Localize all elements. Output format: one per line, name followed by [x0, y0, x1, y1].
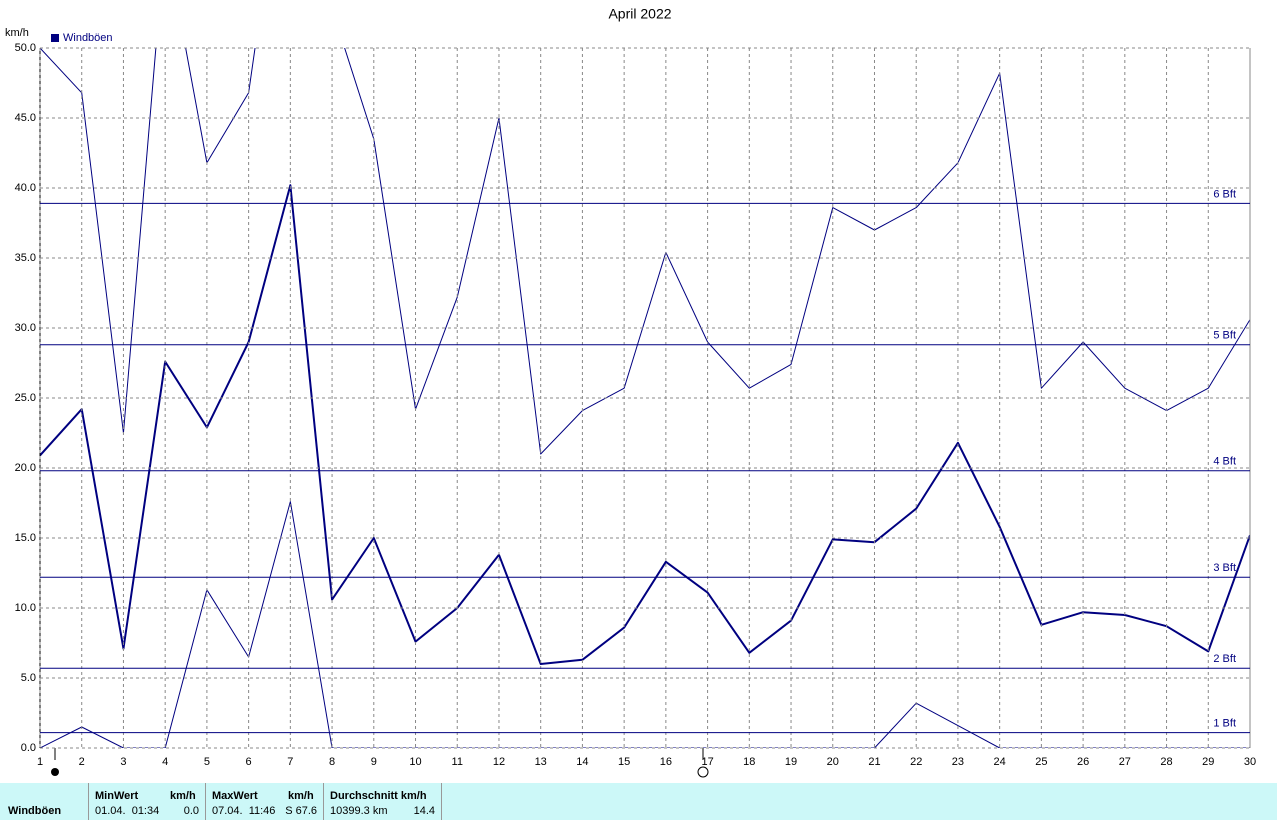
x-tick-label: 30 — [1244, 756, 1256, 768]
x-tick-label: 18 — [743, 756, 755, 768]
cell: S 67.6 — [285, 805, 317, 817]
x-tick-label: 5 — [204, 756, 210, 768]
series-line — [40, 184, 1250, 665]
y-tick-label: 35.0 — [15, 252, 36, 264]
x-tick-label: 27 — [1119, 756, 1131, 768]
row-label: Windböen — [8, 805, 62, 817]
x-tick-label: 1 — [37, 756, 43, 768]
y-tick-label: 30.0 — [15, 322, 36, 334]
x-tick-label: 10 — [409, 756, 421, 768]
x-tick-label: 28 — [1160, 756, 1172, 768]
y-tick-label: 0.0 — [21, 742, 36, 754]
header: Durchschnitt km/h — [330, 790, 427, 802]
summary-table: Windböen MinWert km/h 01.04. 01:34 0.0 M… — [0, 783, 1277, 820]
x-tick-label: 15 — [618, 756, 630, 768]
reference-label: 1 Bft — [1213, 718, 1236, 730]
x-tick-label: 3 — [120, 756, 126, 768]
y-tick-label: 25.0 — [15, 392, 36, 404]
y-tick-label: 50.0 — [15, 42, 36, 54]
reference-label: 6 Bft — [1213, 188, 1236, 200]
x-tick-label: 7 — [287, 756, 293, 768]
moon-symbol — [51, 768, 59, 776]
x-tick-label: 22 — [910, 756, 922, 768]
cell: 0.0 — [183, 805, 199, 817]
x-tick-label: 26 — [1077, 756, 1089, 768]
header: km/h — [170, 790, 196, 802]
header: km/h — [288, 790, 314, 802]
x-tick-label: 16 — [660, 756, 672, 768]
x-tick-label: 29 — [1202, 756, 1214, 768]
x-tick-label: 25 — [1035, 756, 1047, 768]
y-tick-label: 40.0 — [15, 182, 36, 194]
x-tick-label: 12 — [493, 756, 505, 768]
cell: 14.4 — [413, 805, 435, 817]
reference-label: 2 Bft — [1213, 653, 1236, 665]
y-tick-label: 15.0 — [15, 532, 36, 544]
x-tick-label: 13 — [535, 756, 547, 768]
y-axis-label: km/h — [5, 27, 29, 39]
chart: April 2022 km/h Windböen 0.0 5.0 10.0 15.0 2… — [5, 6, 1256, 778]
separator — [88, 783, 89, 820]
x-tick-label: 11 — [452, 756, 463, 768]
x-tick-label: 20 — [827, 756, 839, 768]
x-tick-label: 23 — [952, 756, 964, 768]
separator — [441, 783, 442, 820]
x-tick-label: 2 — [79, 756, 85, 768]
reference-label: 3 Bft — [1213, 562, 1236, 574]
y-tick-label: 10.0 — [15, 602, 36, 614]
series-line — [40, 501, 1250, 748]
y-tick-label: 45.0 — [15, 112, 36, 124]
cell: 07.04. 11:46 — [212, 805, 276, 817]
moon-symbol — [697, 766, 709, 778]
x-tick-label: 14 — [576, 756, 588, 768]
legend-swatch — [51, 34, 59, 42]
cell: 01.04. 01:34 — [95, 805, 160, 817]
header: MinWert — [95, 790, 139, 802]
header: MaxWert — [212, 790, 258, 802]
chart-title: April 2022 — [608, 6, 671, 22]
x-tick-label: 6 — [246, 756, 252, 768]
x-tick-label: 8 — [329, 756, 335, 768]
separator — [205, 783, 206, 820]
x-tick-label: 17 — [701, 756, 713, 768]
y-tick-label: 5.0 — [21, 672, 36, 684]
legend-label: Windböen — [63, 32, 113, 44]
x-tick-label: 21 — [868, 756, 880, 768]
series-line — [40, 48, 1250, 455]
x-tick-label: 24 — [994, 756, 1006, 768]
separator — [323, 783, 324, 820]
reference-label: 5 Bft — [1213, 330, 1236, 342]
x-tick-label: 4 — [162, 756, 168, 768]
cell: 10399.3 km — [330, 805, 388, 817]
y-tick-label: 20.0 — [15, 462, 36, 474]
x-tick-label: 19 — [785, 756, 797, 768]
plot-area — [40, 48, 1250, 748]
reference-label: 4 Bft — [1213, 456, 1236, 468]
x-tick-label: 9 — [371, 756, 377, 768]
